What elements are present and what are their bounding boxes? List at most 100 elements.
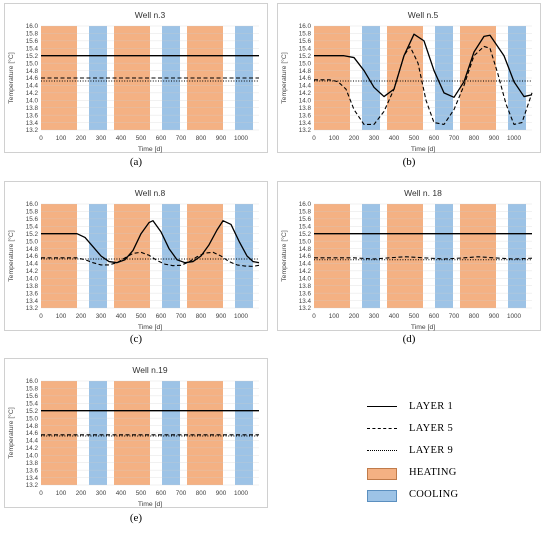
panel-label-e: (e) — [129, 512, 143, 524]
c4-xtick-label-4: 400 — [116, 490, 127, 497]
c0-xtick-label-8: 800 — [196, 135, 207, 142]
c0-ytick-label-8: 14.8 — [26, 68, 39, 75]
c2-ytick-label-6: 14.4 — [26, 261, 39, 268]
c0-ytick-label-10: 15.2 — [26, 53, 39, 60]
c4-ytick-label-14: 16.0 — [26, 378, 39, 385]
c3-ytick-label-5: 14.2 — [299, 268, 312, 275]
c0-xtick-label-9: 900 — [216, 135, 227, 142]
c3-chart-title: Well n. 18 — [404, 188, 442, 198]
c4-ytick-label-10: 15.2 — [26, 408, 39, 415]
c1-ytick-label-8: 14.8 — [299, 68, 312, 75]
c1-series-layer-5 — [314, 45, 533, 125]
c0-xaxis-label: Time [d] — [138, 146, 162, 153]
panel-label-c: (c) — [129, 333, 143, 345]
c1-ytick-label-13: 15.8 — [299, 31, 312, 38]
c1-ytick-label-1: 13.4 — [299, 120, 312, 127]
c1-ytick-label-12: 15.6 — [299, 38, 312, 45]
c2-xtick-label-1: 100 — [56, 313, 67, 320]
c3-ytick-label-14: 16.0 — [299, 201, 312, 208]
legend-label-layer1: LAYER 1 — [409, 401, 454, 412]
c1-xtick-label-6: 600 — [429, 135, 440, 142]
c4-ytick-label-9: 15.0 — [26, 415, 39, 422]
c0-ytick-label-7: 14.6 — [26, 75, 39, 82]
c3-ytick-label-7: 14.6 — [299, 253, 312, 260]
c3-xtick-label-2: 200 — [349, 313, 360, 320]
c2-xtick-label-10: 1000 — [234, 313, 249, 320]
c0-xtick-label-10: 1000 — [234, 135, 249, 142]
c4-ytick-label-7: 14.6 — [26, 430, 39, 437]
c1-ytick-label-2: 13.6 — [299, 112, 312, 119]
c1-xtick-label-10: 1000 — [507, 135, 522, 142]
c2-ytick-label-9: 15.0 — [26, 238, 39, 245]
c0-ytick-label-0: 13.2 — [26, 127, 39, 134]
legend-label-layer9: LAYER 9 — [409, 445, 454, 456]
c4-xtick-label-6: 600 — [156, 490, 167, 497]
c4-ytick-label-13: 15.8 — [26, 386, 39, 393]
c1-xtick-label-4: 400 — [389, 135, 400, 142]
c4-ytick-label-11: 15.4 — [26, 400, 39, 407]
c3-xtick-label-8: 800 — [469, 313, 480, 320]
chart-panel-c: Well n.8 13.2 13.4 13.6 13.8 14.0 14.2 14.4 14.6… — [4, 181, 268, 331]
c0-xtick-label-2: 200 — [76, 135, 87, 142]
c1-ytick-label-10: 15.2 — [299, 53, 312, 60]
c3-ytick-label-4: 14.0 — [299, 275, 312, 282]
c0-ytick-label-1: 13.4 — [26, 120, 39, 127]
chart-svg-b: Well n.5 13.213.413.613.814.014.214.414.6… — [280, 10, 533, 153]
c0-xtick-label-6: 600 — [156, 135, 167, 142]
c4-ytick-label-12: 15.6 — [26, 393, 39, 400]
c0-ytick-label-9: 15.0 — [26, 60, 39, 67]
c3-ytick-label-1: 13.4 — [299, 298, 312, 305]
legend-swatch-heating — [367, 468, 397, 480]
c4-ytick-label-5: 14.2 — [26, 445, 39, 452]
c2-ytick-label-0: 13.2 — [26, 305, 39, 312]
c0-xtick-label-4: 400 — [116, 135, 127, 142]
c0-ytick-label-12: 15.6 — [26, 38, 39, 45]
c3-xtick-label-6: 600 — [429, 313, 440, 320]
c3-ytick-label-6: 14.4 — [299, 261, 312, 268]
c4-ytick-label-1: 13.4 — [26, 475, 39, 482]
legend-label-cooling: COOLING — [409, 489, 459, 500]
c0-ytick-label-5: 14.2 — [26, 90, 39, 97]
c2-ytick-label-4: 14.0 — [26, 275, 39, 282]
c2-xtick-label-4: 400 — [116, 313, 127, 320]
c4-yaxis-label: Temperature [°C] — [7, 407, 15, 459]
c2-yaxis-label: Temperature [°C] — [7, 230, 15, 282]
panel-label-b: (b) — [402, 156, 416, 168]
legend-item-cooling: COOLING — [367, 488, 527, 504]
c2-ytick-label-2: 13.6 — [26, 290, 39, 297]
c4-xtick-label-1: 100 — [56, 490, 67, 497]
c1-xtick-label-1: 100 — [329, 135, 340, 142]
chart-svg-d: Well n. 1813.213.413.613.814.014.214.414… — [280, 188, 533, 331]
c3-yaxis-label: Temperature [°C] — [280, 230, 288, 282]
c1-chart-title: Well n.5 — [408, 10, 439, 20]
c4-ytick-label-6: 14.4 — [26, 438, 39, 445]
c3-ytick-label-8: 14.8 — [299, 246, 312, 253]
c3-xtick-label-9: 900 — [489, 313, 500, 320]
c0-ytick-label-6: 14.4 — [26, 83, 39, 90]
c2-xtick-label-2: 200 — [76, 313, 87, 320]
c2-xtick-label-8: 800 — [196, 313, 207, 320]
c1-ytick-label-5: 14.2 — [299, 90, 312, 97]
c1-xaxis-label: Time [d] — [411, 146, 435, 153]
c3-xtick-label-4: 400 — [389, 313, 400, 320]
c3-ytick-label-12: 15.6 — [299, 216, 312, 223]
c1-ytick-label-14: 16.0 — [299, 23, 312, 30]
chart-panel-b: Well n.5 13.2 13.4 13.6 13.8 14.0 14.2 14.4 14.6… — [277, 3, 541, 153]
c4-ytick-label-0: 13.2 — [26, 482, 39, 489]
legend-item-layer9: LAYER 9 — [367, 444, 527, 460]
c0-ytick-label-2: 13.6 — [26, 112, 39, 119]
c1-xtick-label-7: 700 — [449, 135, 460, 142]
c3-xtick-label-3: 300 — [369, 313, 380, 320]
c1-series-layer-1 — [314, 33, 533, 98]
c3-xtick-label-5: 500 — [409, 313, 420, 320]
c1-yaxis-label: Temperature [°C] — [280, 52, 288, 104]
c1-xtick-label-0: 0 — [312, 135, 316, 142]
chart-panel-a: Well n.3 13.2 13.4 13.6 13.8 14.0 14.2 14.4 14.6… — [4, 3, 268, 153]
c0-xtick-label-1: 100 — [56, 135, 67, 142]
c2-ytick-label-12: 15.6 — [26, 216, 39, 223]
c3-xaxis-label: Time [d] — [411, 324, 435, 331]
c1-ytick-label-0: 13.2 — [299, 127, 312, 134]
c2-ytick-label-14: 16.0 — [26, 201, 39, 208]
c1-xtick-label-8: 800 — [469, 135, 480, 142]
c1-ytick-label-11: 15.4 — [299, 45, 312, 52]
